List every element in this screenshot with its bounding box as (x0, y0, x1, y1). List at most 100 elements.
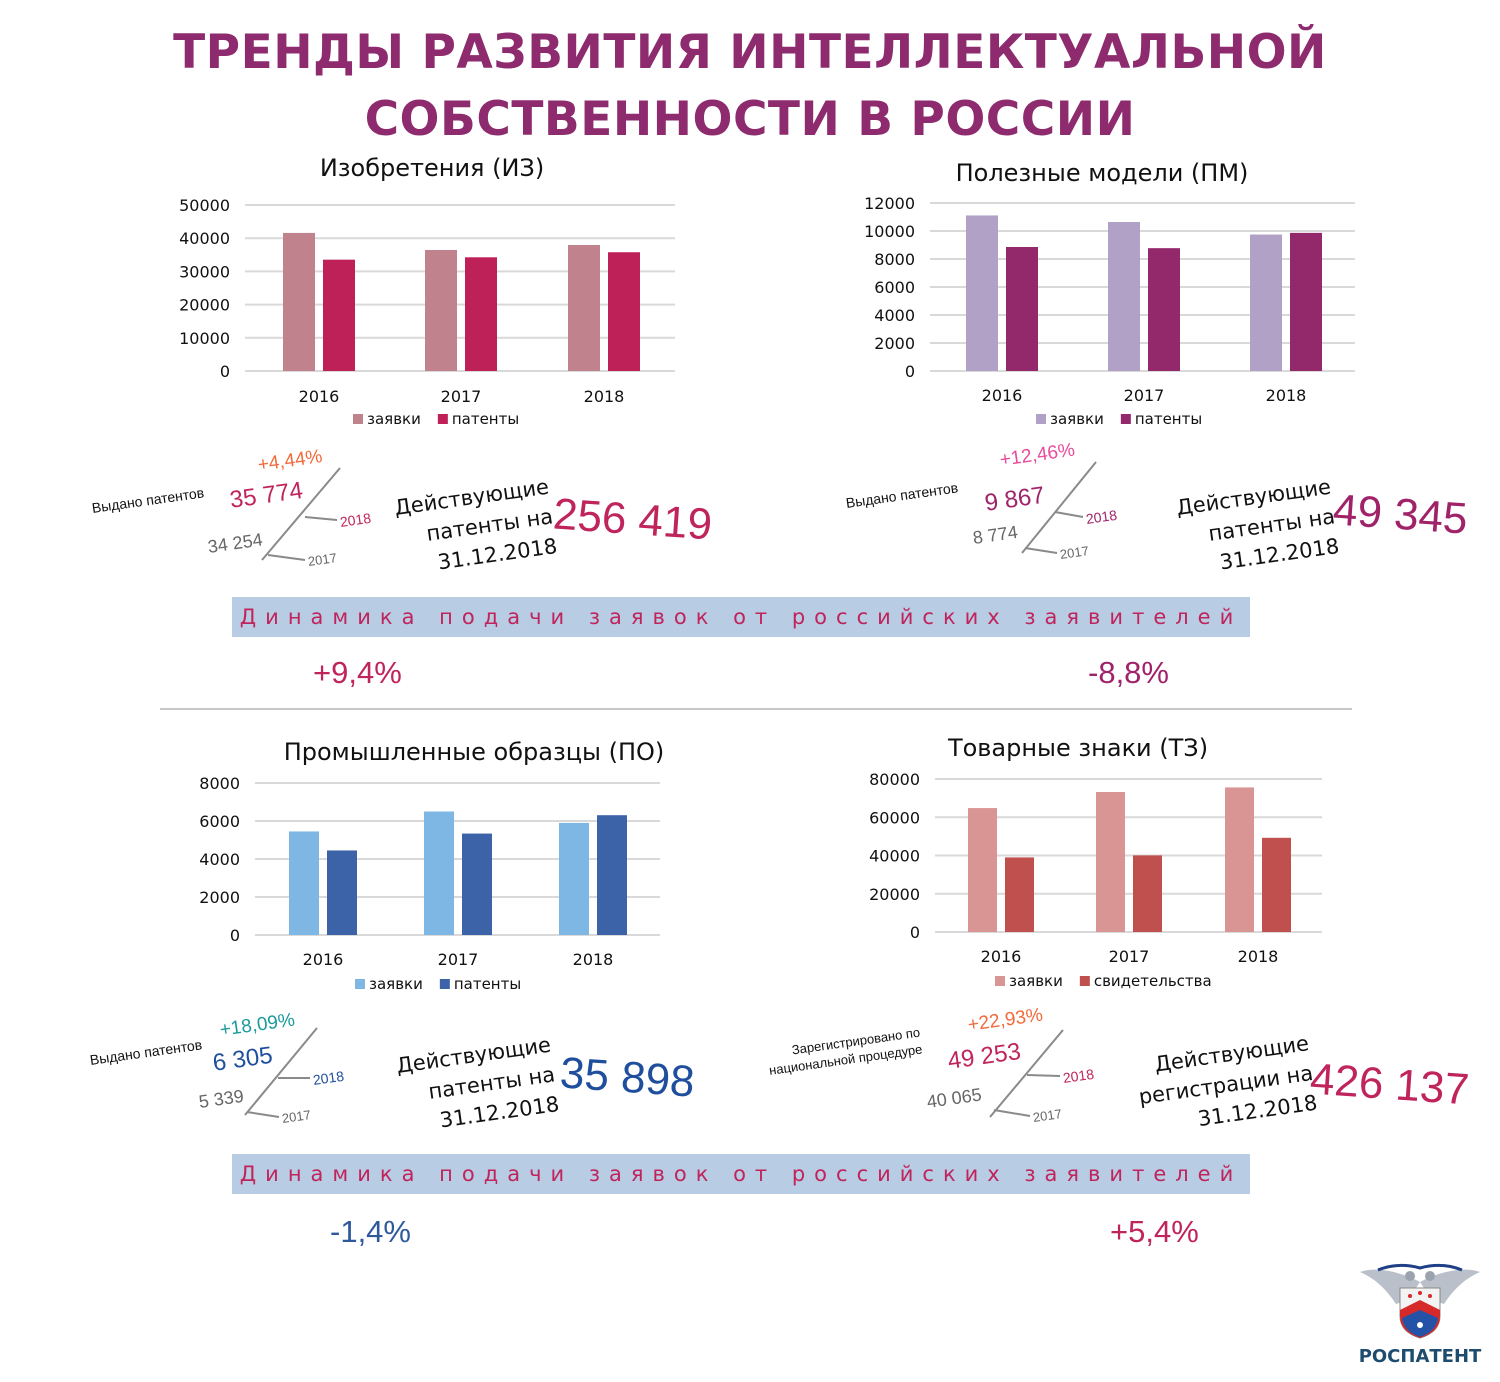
bar-grants-2018 (608, 252, 640, 371)
dynamics-left-2: -1,4% (330, 1214, 411, 1249)
bar-applications-2018 (568, 244, 600, 371)
y-tick-label: 2000 (199, 888, 240, 907)
y-tick-label: 40000 (179, 229, 230, 248)
chart-title-utility-models: Полезные модели (ПМ) (955, 159, 1249, 187)
dynamics-right-2: +5,4% (1110, 1214, 1199, 1249)
y-tick-label: 8000 (199, 774, 240, 793)
logo-text: РОСПАТЕНТ (1358, 1346, 1482, 1367)
y-tick-label: 80000 (869, 770, 920, 789)
legend-swatch (1036, 414, 1046, 424)
dynamics-right-1: -8,8% (1088, 655, 1169, 690)
y-tick-label: 10000 (864, 222, 915, 241)
legend-label-заявки: заявки (367, 410, 421, 428)
active-value: 35 898 (558, 1048, 697, 1107)
dynamics-left-1: +9,4% (313, 655, 402, 690)
page-title-line2: СОБСТВЕННОСТИ В РОССИИ (364, 92, 1136, 147)
y-tick-label: 2000 (874, 334, 915, 353)
stat-tick-2017 (993, 1109, 1031, 1117)
legend-swatch (995, 976, 1005, 986)
bar-applications-2017 (1096, 792, 1125, 932)
x-tick-label: 2018 (1266, 386, 1307, 405)
dynamics-band-1: Динамика подачи заявок от российских зая… (232, 597, 1250, 637)
bar-grants-2018 (597, 815, 627, 935)
y-tick-label: 60000 (869, 808, 920, 827)
legend-swatch (1120, 414, 1131, 424)
legend-label-патенты: патенты (454, 975, 521, 993)
bar-applications-2017 (1108, 221, 1140, 371)
rospatent-logo: РОСПАТЕНТ (1358, 1262, 1482, 1367)
active-value: 49 345 (1331, 485, 1470, 544)
y-tick-label: 30000 (179, 262, 230, 281)
y-tick-label: 4000 (874, 306, 915, 325)
stat-axis-line (989, 1029, 1064, 1118)
bar-applications-2016 (966, 215, 998, 371)
bar-applications-2016 (968, 808, 997, 932)
y-tick-label: 20000 (179, 296, 230, 315)
bar-grants-2016 (1006, 247, 1038, 371)
page-title-line1: ТРЕНДЫ РАЗВИТИЯ ИНТЕЛЛЕКТУАЛЬНОЙ (173, 25, 1327, 80)
x-tick-label: 2016 (299, 387, 340, 406)
section-divider (160, 708, 1352, 710)
y-tick-label: 20000 (869, 885, 920, 904)
y-tick-label: 40000 (869, 847, 920, 866)
legend-label-заявки: заявки (1009, 972, 1063, 990)
bar-grants-2017 (1133, 855, 1162, 932)
stat-axis-line (261, 467, 341, 561)
chart-title-inventions: Изобретения (ИЗ) (319, 154, 545, 182)
bar-grants-2017 (1148, 248, 1180, 371)
y-tick-label: 4000 (199, 850, 240, 869)
bar-grants-2018 (1290, 232, 1322, 371)
y-tick-label: 0 (230, 926, 240, 945)
y-tick-label: 10000 (179, 329, 230, 348)
dynamics-band-2: Динамика подачи заявок от российских зая… (232, 1154, 1250, 1194)
y-tick-label: 6000 (874, 278, 915, 297)
bar-applications-2018 (1225, 787, 1254, 932)
x-tick-label: 2018 (573, 950, 614, 969)
legend-label-патенты: патенты (452, 410, 519, 428)
x-tick-label: 2017 (1124, 386, 1165, 405)
x-tick-label: 2016 (303, 950, 344, 969)
legend-label-патенты: патенты (1135, 410, 1202, 428)
bar-applications-2018 (559, 822, 589, 935)
stat-tick-2017 (1024, 547, 1058, 554)
bar-grants-2018 (1262, 837, 1291, 932)
bar-grants-2017 (462, 833, 492, 935)
stat-tick-2018 (304, 516, 338, 521)
stat-axis-line (1021, 461, 1097, 554)
x-tick-label: 2017 (1109, 947, 1150, 966)
y-tick-label: 0 (910, 923, 920, 942)
x-tick-label: 2018 (584, 387, 625, 406)
legend-swatch (1079, 976, 1090, 986)
legend-label-заявки: заявки (1050, 410, 1104, 428)
bar-grants-2016 (327, 850, 357, 935)
x-tick-label: 2017 (441, 387, 482, 406)
x-tick-label: 2016 (981, 947, 1022, 966)
chart-title-trademarks: Товарные знаки (ТЗ) (947, 734, 1209, 762)
bar-applications-2018 (1250, 234, 1282, 371)
stat-tick-2017 (267, 554, 306, 561)
legend-swatch (439, 979, 450, 989)
stat-tick-2018 (1026, 1074, 1061, 1077)
y-tick-label: 0 (905, 362, 915, 381)
legend-label-заявки: заявки (369, 975, 423, 993)
bar-applications-2016 (289, 831, 319, 935)
eagle-emblem-icon (1360, 1263, 1480, 1339)
bar-grants-2016 (323, 259, 355, 371)
stat-tick-2018 (1054, 511, 1084, 518)
legend-swatch (437, 414, 448, 424)
y-tick-label: 50000 (179, 196, 230, 215)
bar-applications-2016 (283, 232, 315, 371)
y-tick-label: 8000 (874, 250, 915, 269)
x-tick-label: 2018 (1238, 947, 1279, 966)
x-tick-label: 2016 (982, 386, 1023, 405)
y-tick-label: 0 (220, 362, 230, 381)
bar-grants-2016 (1005, 857, 1034, 932)
bar-applications-2017 (424, 811, 454, 935)
legend-label-свидетельства: свидетельства (1094, 972, 1212, 990)
x-tick-label: 2017 (438, 950, 479, 969)
legend-swatch (355, 979, 365, 989)
y-tick-label: 12000 (864, 194, 915, 213)
stat-axis-line (244, 1027, 318, 1116)
stat-tick-2017 (246, 1111, 280, 1118)
